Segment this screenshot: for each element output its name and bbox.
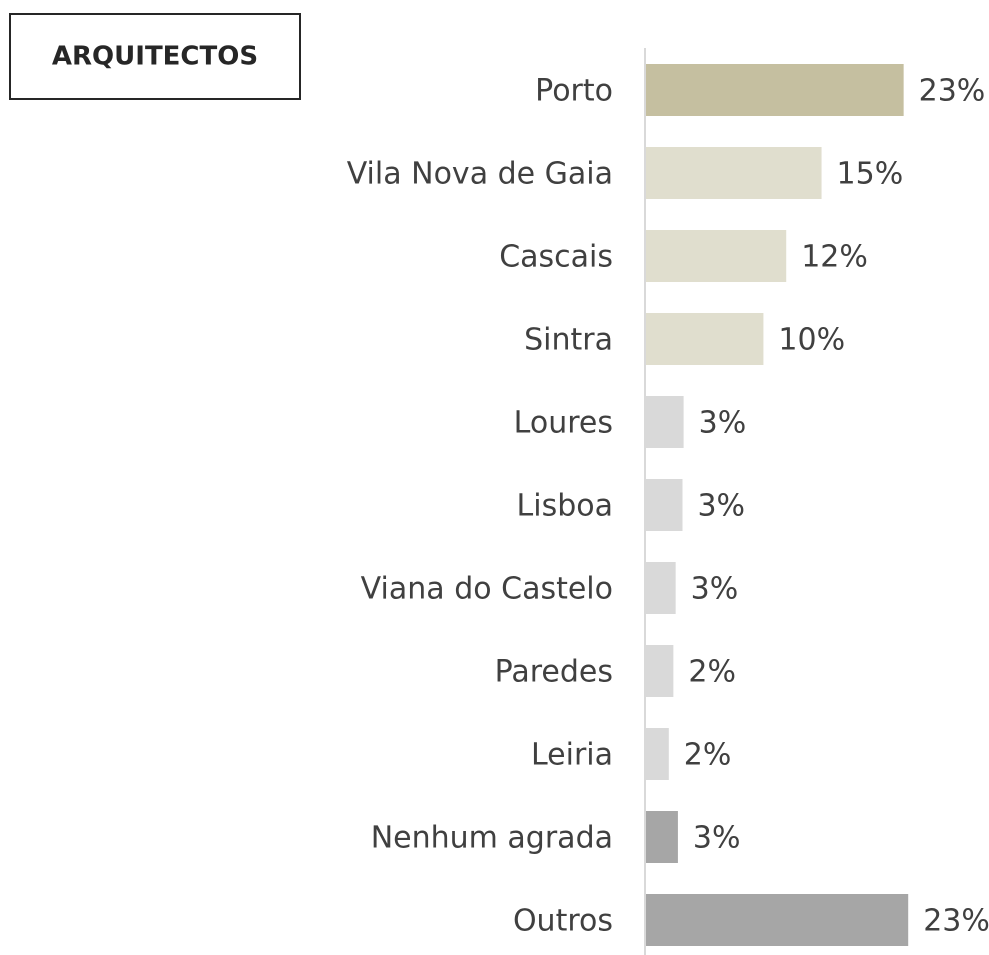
value-label: 3% xyxy=(691,572,739,607)
bar xyxy=(646,894,909,946)
category-label: Lisboa xyxy=(517,489,613,524)
value-label: 23% xyxy=(919,74,986,109)
value-label: 12% xyxy=(801,240,868,275)
category-label: Cascais xyxy=(499,240,613,275)
category-label: Loures xyxy=(514,406,613,441)
value-label: 10% xyxy=(778,323,845,358)
title-box xyxy=(9,13,301,100)
bar xyxy=(646,728,669,780)
bar xyxy=(646,811,678,863)
category-label: Paredes xyxy=(495,655,613,690)
bar xyxy=(646,313,764,365)
value-label: 3% xyxy=(697,489,745,524)
bar xyxy=(646,562,676,614)
value-label: 3% xyxy=(693,821,741,856)
bar xyxy=(646,230,787,282)
value-label: 2% xyxy=(688,655,736,690)
value-label: 15% xyxy=(837,157,904,192)
value-label: 23% xyxy=(923,904,989,939)
category-label: Leiria xyxy=(531,738,613,773)
category-label: Viana do Castelo xyxy=(361,572,613,607)
bar xyxy=(646,147,822,199)
chart-title: ARQUITECTOS xyxy=(52,42,258,72)
value-label: 3% xyxy=(699,406,747,441)
category-label: Porto xyxy=(535,74,613,109)
bar xyxy=(646,396,684,448)
bar xyxy=(646,645,674,697)
category-label: Vila Nova de Gaia xyxy=(347,157,613,192)
category-label: Outros xyxy=(513,904,613,939)
category-label: Sintra xyxy=(524,323,613,358)
value-label: 2% xyxy=(684,738,732,773)
category-label: Nenhum agrada xyxy=(371,821,613,856)
bar xyxy=(646,479,683,531)
bar xyxy=(646,64,904,116)
